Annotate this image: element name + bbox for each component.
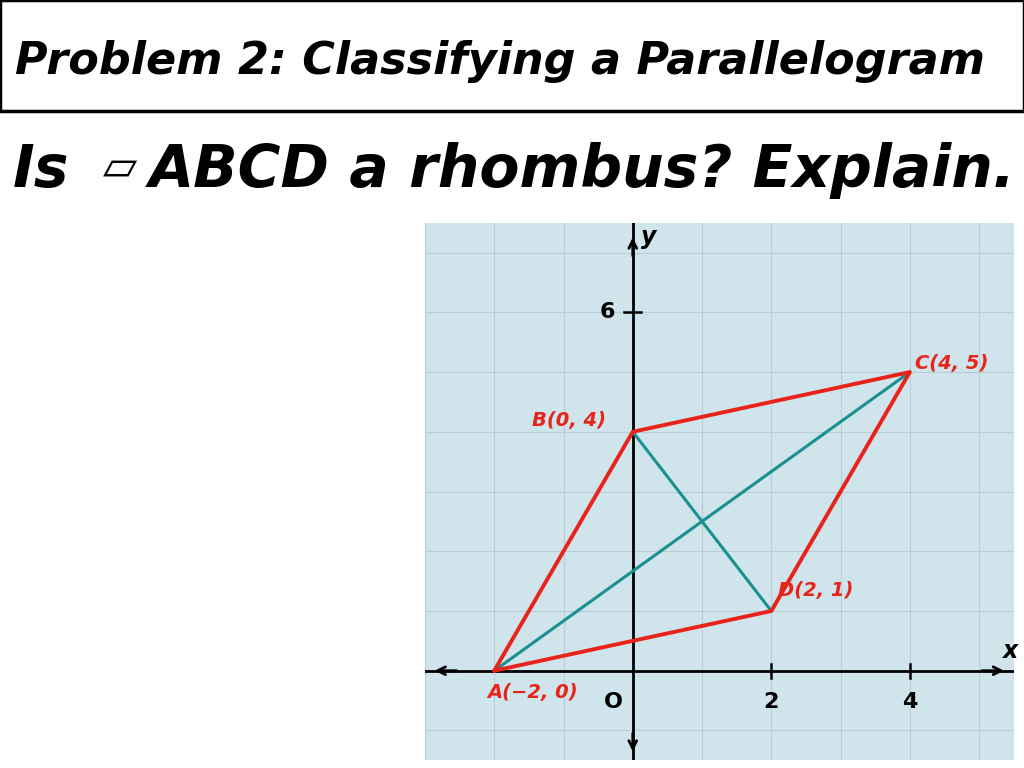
Text: O: O (604, 692, 623, 712)
Text: C(4, 5): C(4, 5) (915, 354, 989, 373)
Text: A(−2, 0): A(−2, 0) (487, 683, 578, 702)
Text: Problem 2: Classifying a Parallelogram: Problem 2: Classifying a Parallelogram (15, 40, 985, 83)
Text: Is: Is (12, 141, 69, 199)
Text: B(0, 4): B(0, 4) (532, 411, 606, 430)
Text: 2: 2 (764, 692, 779, 712)
Text: D(2, 1): D(2, 1) (778, 581, 854, 600)
Text: x: x (1004, 638, 1019, 663)
Text: ABCD a rhombus? Explain.: ABCD a rhombus? Explain. (148, 141, 1016, 199)
FancyBboxPatch shape (0, 0, 1024, 111)
Text: 6: 6 (600, 303, 615, 323)
Text: ▱: ▱ (102, 146, 136, 189)
Text: y: y (641, 224, 656, 249)
Text: 4: 4 (902, 692, 918, 712)
